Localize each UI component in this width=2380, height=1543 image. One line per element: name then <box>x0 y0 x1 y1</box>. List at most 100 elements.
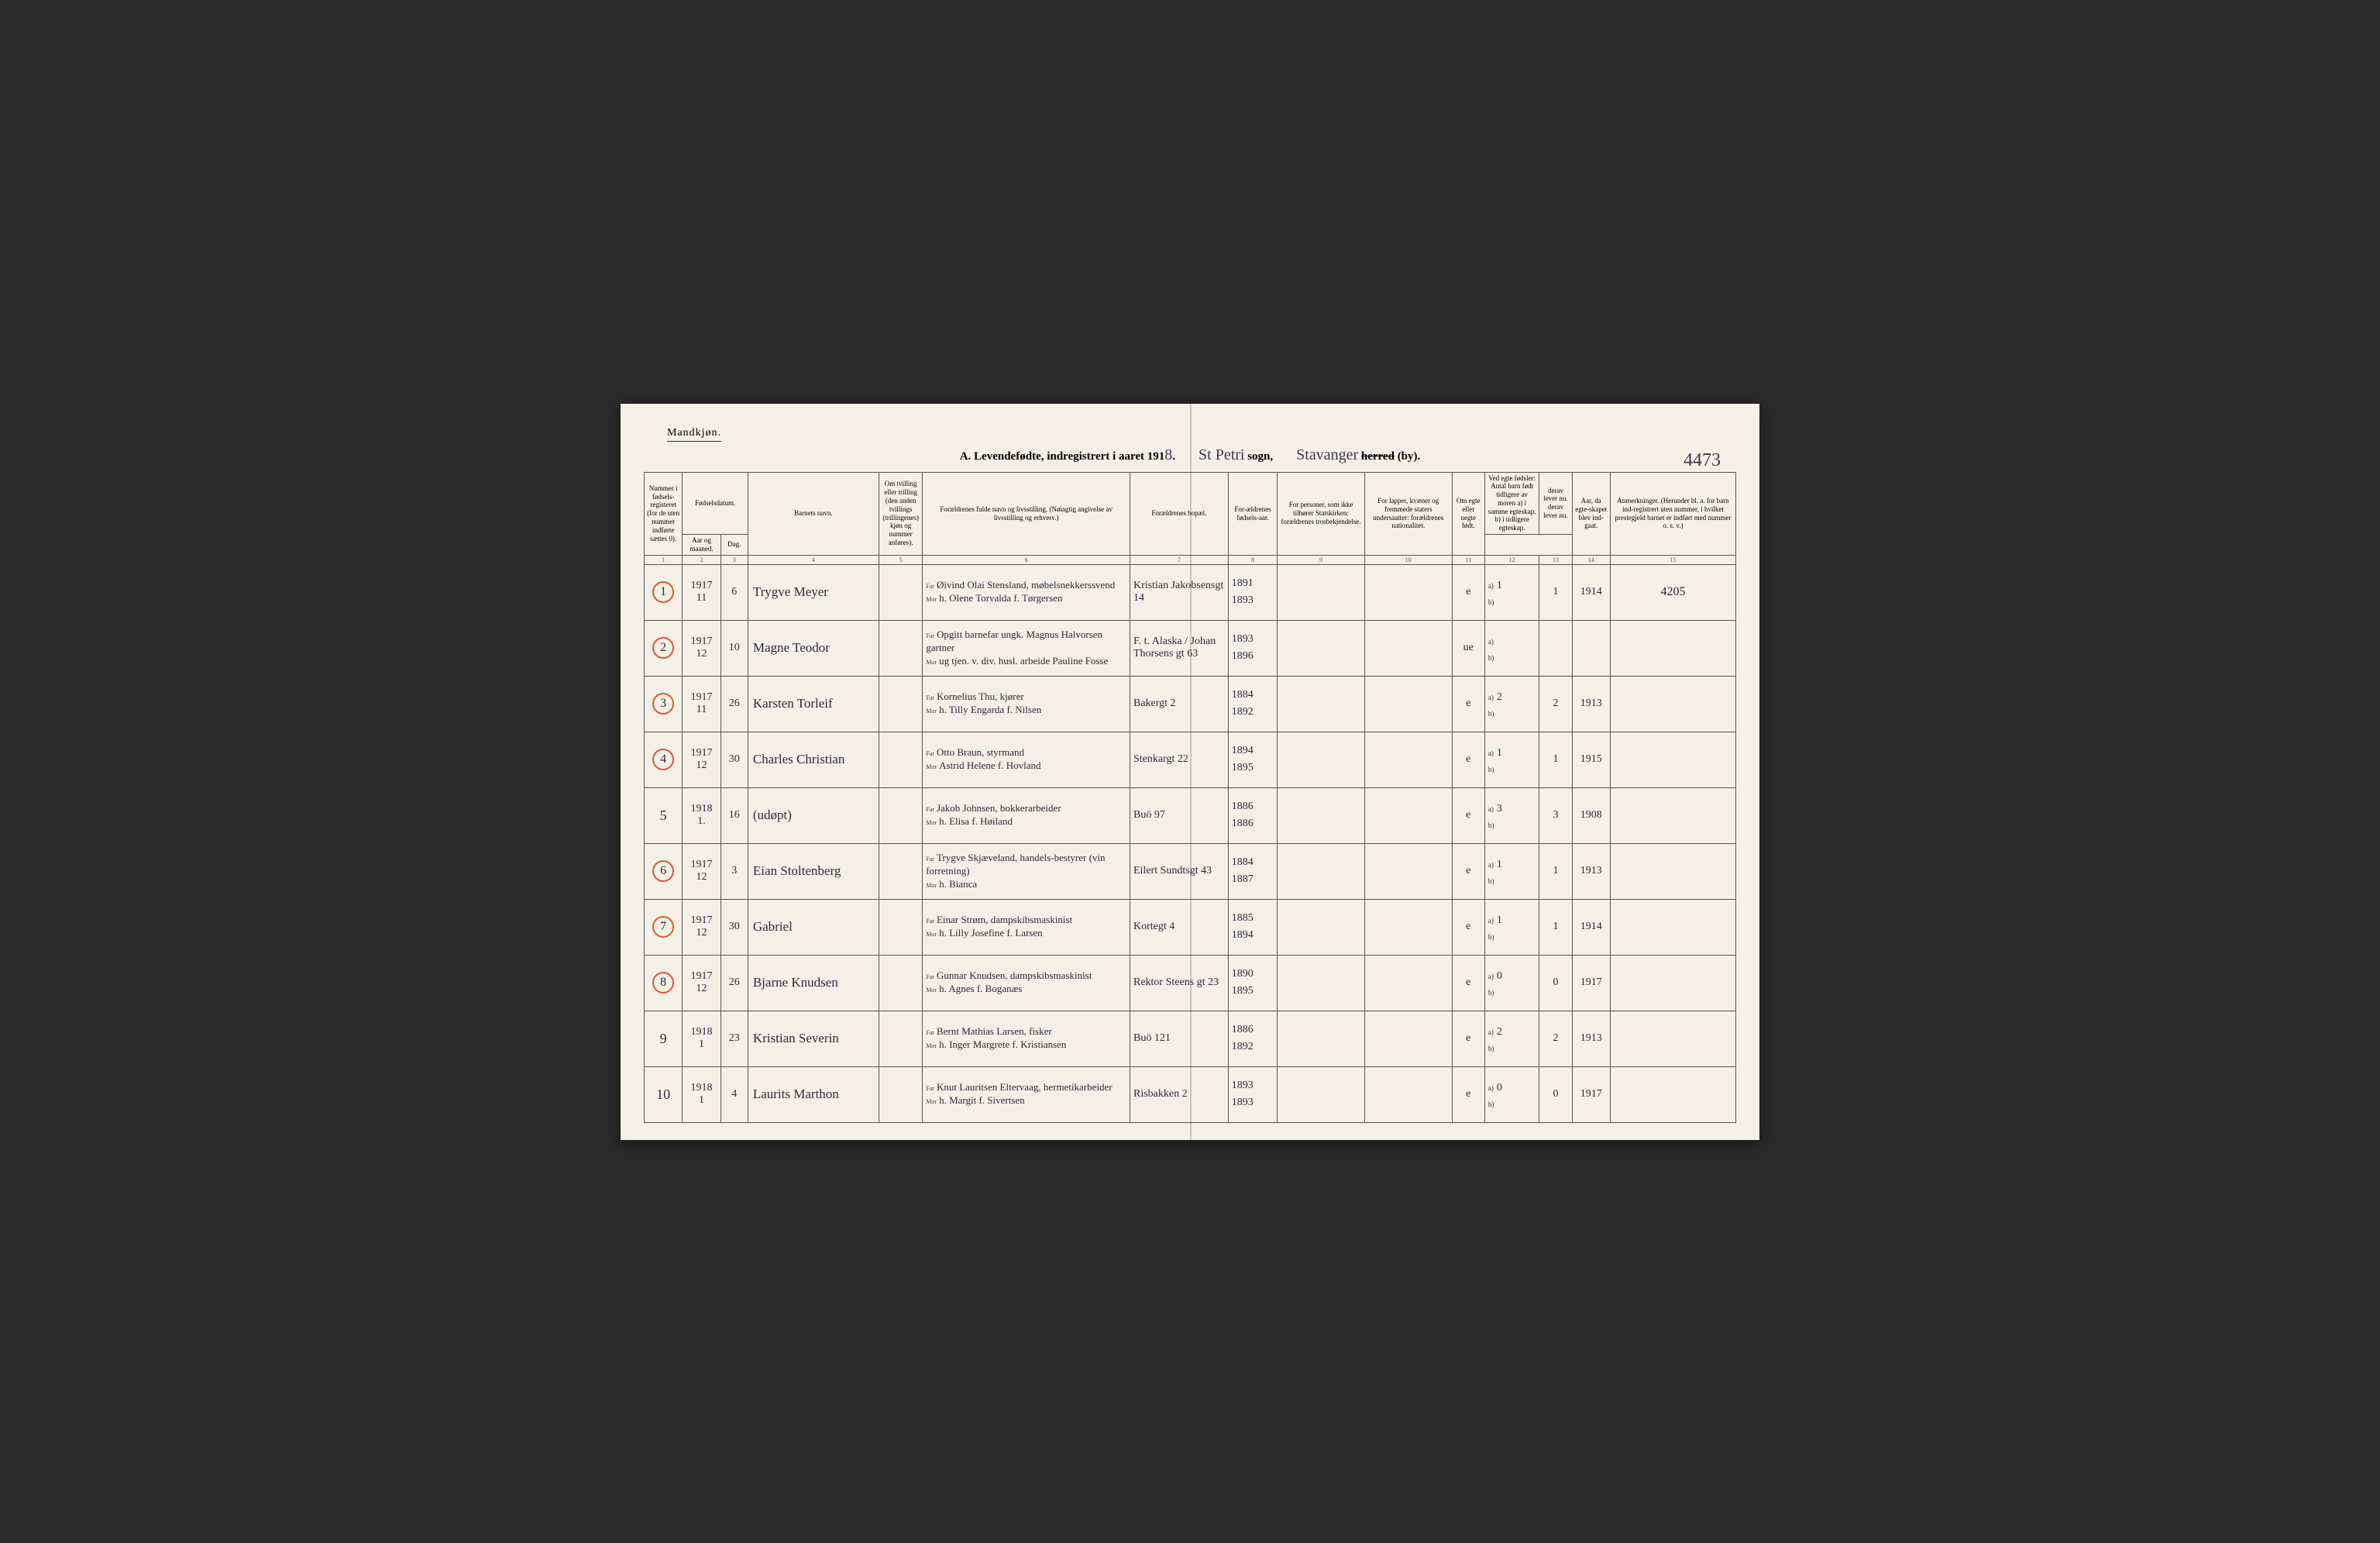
cell-remark: 4205 <box>1610 564 1735 620</box>
cell-day: 23 <box>721 1011 748 1066</box>
cell-remark <box>1610 732 1735 787</box>
cell-twin <box>879 676 922 732</box>
cell-faith <box>1278 732 1365 787</box>
cell-egte: e <box>1452 843 1484 899</box>
cell-name: (udøpt) <box>748 787 879 843</box>
cell-marr: 1914 <box>1572 899 1610 955</box>
cell-prev-b: 1 <box>1539 564 1572 620</box>
cell-prev-b: 2 <box>1539 676 1572 732</box>
cell-day: 30 <box>721 899 748 955</box>
page-fold <box>1190 404 1192 1140</box>
cell-faith <box>1278 1011 1365 1066</box>
cell-faith <box>1278 620 1365 676</box>
cell-nat <box>1364 955 1452 1011</box>
hdr-marr: Aar, da egte-skapet blev ind-gaat. <box>1572 472 1610 555</box>
cell-addr: Buö 97 <box>1130 787 1228 843</box>
hdr-faith: For personer, som ikke tilhører Statskir… <box>1278 472 1365 555</box>
cell-marr <box>1572 620 1610 676</box>
cell-twin <box>879 620 922 676</box>
cell-prev-a: a)1b) <box>1484 899 1539 955</box>
cell-prev-a: a)0b) <box>1484 1066 1539 1122</box>
cell-name: Bjarne Knudsen <box>748 955 879 1011</box>
cell-day: 3 <box>721 843 748 899</box>
cell-egte: e <box>1452 676 1484 732</box>
cell-num: 8 <box>645 955 683 1011</box>
cell-prev-a: a)b) <box>1484 620 1539 676</box>
hdr-prev2: derav lever nu. derav lever nu. <box>1539 472 1572 535</box>
cell-addr: Risbakken 2 <box>1130 1066 1228 1122</box>
cell-num: 10 <box>645 1066 683 1122</box>
cell-egte: e <box>1452 787 1484 843</box>
title-year: 8 <box>1164 446 1172 463</box>
cell-num: 6 <box>645 843 683 899</box>
cell-parents: FarOtto Braun, styrmand MorAstrid Helene… <box>923 732 1130 787</box>
gender-label: Mandkjøn. <box>667 427 721 442</box>
hdr-yearmo: Aar og maaned. <box>683 535 721 556</box>
cell-twin <box>879 955 922 1011</box>
hdr-prev1: Ved egte fødsler: Antal barn født tidlig… <box>1484 472 1539 535</box>
cell-name: Kristian Severin <box>748 1011 879 1066</box>
cell-name: Trygve Meyer <box>748 564 879 620</box>
cell-day: 4 <box>721 1066 748 1122</box>
cell-egte: e <box>1452 899 1484 955</box>
cell-parents: FarTrygve Skjæveland, handels-bestyrer (… <box>923 843 1130 899</box>
cell-faith <box>1278 564 1365 620</box>
cell-nat <box>1364 620 1452 676</box>
cell-yearmo: 191712 <box>683 899 721 955</box>
page-number: 4473 <box>1684 450 1721 471</box>
cell-day: 16 <box>721 787 748 843</box>
cell-addr: Eilert Sundtsgt 43 <box>1130 843 1228 899</box>
cell-yearmo: 191712 <box>683 732 721 787</box>
cell-num: 9 <box>645 1011 683 1066</box>
cell-parents: FarOpgitt barnefar ungk. Magnus Halvorse… <box>923 620 1130 676</box>
cell-egte: e <box>1452 955 1484 1011</box>
cell-fyears: 18861886 <box>1228 787 1277 843</box>
cell-name: Eian Stoltenberg <box>748 843 879 899</box>
cell-fyears: 18901895 <box>1228 955 1277 1011</box>
cell-prev-a: a)2b) <box>1484 676 1539 732</box>
hdr-day: Dag. <box>721 535 748 556</box>
cell-yearmo: 19181. <box>683 787 721 843</box>
cell-num: 7 <box>645 899 683 955</box>
cell-parents: FarGunnar Knudsen, dampskibsmaskinist Mo… <box>923 955 1130 1011</box>
cell-egte: e <box>1452 732 1484 787</box>
hdr-twin: Om tvilling eller trilling (den anden tv… <box>879 472 922 555</box>
cell-remark <box>1610 620 1735 676</box>
cell-remark <box>1610 676 1735 732</box>
cell-nat <box>1364 564 1452 620</box>
cell-nat <box>1364 732 1452 787</box>
cell-parents: FarØivind Olai Stensland, møbelsnekkerss… <box>923 564 1130 620</box>
cell-twin <box>879 732 922 787</box>
cell-yearmo: 191712 <box>683 843 721 899</box>
cell-fyears: 18931893 <box>1228 1066 1277 1122</box>
cell-remark <box>1610 955 1735 1011</box>
cell-num: 1 <box>645 564 683 620</box>
cell-parents: FarEinar Strøm, dampskibsmaskinist Morh.… <box>923 899 1130 955</box>
parish-name: St Petri <box>1199 446 1244 463</box>
cell-prev-a: a)1b) <box>1484 564 1539 620</box>
cell-day: 30 <box>721 732 748 787</box>
cell-yearmo: 191711 <box>683 564 721 620</box>
cell-addr: Buö 121 <box>1130 1011 1228 1066</box>
cell-egte: e <box>1452 564 1484 620</box>
cell-yearmo: 19181 <box>683 1011 721 1066</box>
cell-name: Magne Teodor <box>748 620 879 676</box>
cell-yearmo: 19181 <box>683 1066 721 1122</box>
cell-marr: 1913 <box>1572 843 1610 899</box>
cell-twin <box>879 787 922 843</box>
cell-fyears: 18911893 <box>1228 564 1277 620</box>
cell-marr: 1915 <box>1572 732 1610 787</box>
cell-day: 6 <box>721 564 748 620</box>
title-prefix: A. Levendefødte, indregistrert i aaret 1… <box>960 450 1165 463</box>
hdr-egte: Om egte eller uegte født. <box>1452 472 1484 555</box>
cell-faith <box>1278 787 1365 843</box>
cell-faith <box>1278 899 1365 955</box>
cell-day: 26 <box>721 955 748 1011</box>
cell-nat <box>1364 787 1452 843</box>
cell-remark <box>1610 899 1735 955</box>
cell-name: Laurits Marthon <box>748 1066 879 1122</box>
cell-fyears: 18861892 <box>1228 1011 1277 1066</box>
cell-prev-b <box>1539 620 1572 676</box>
cell-yearmo: 191712 <box>683 955 721 1011</box>
cell-egte: e <box>1452 1066 1484 1122</box>
